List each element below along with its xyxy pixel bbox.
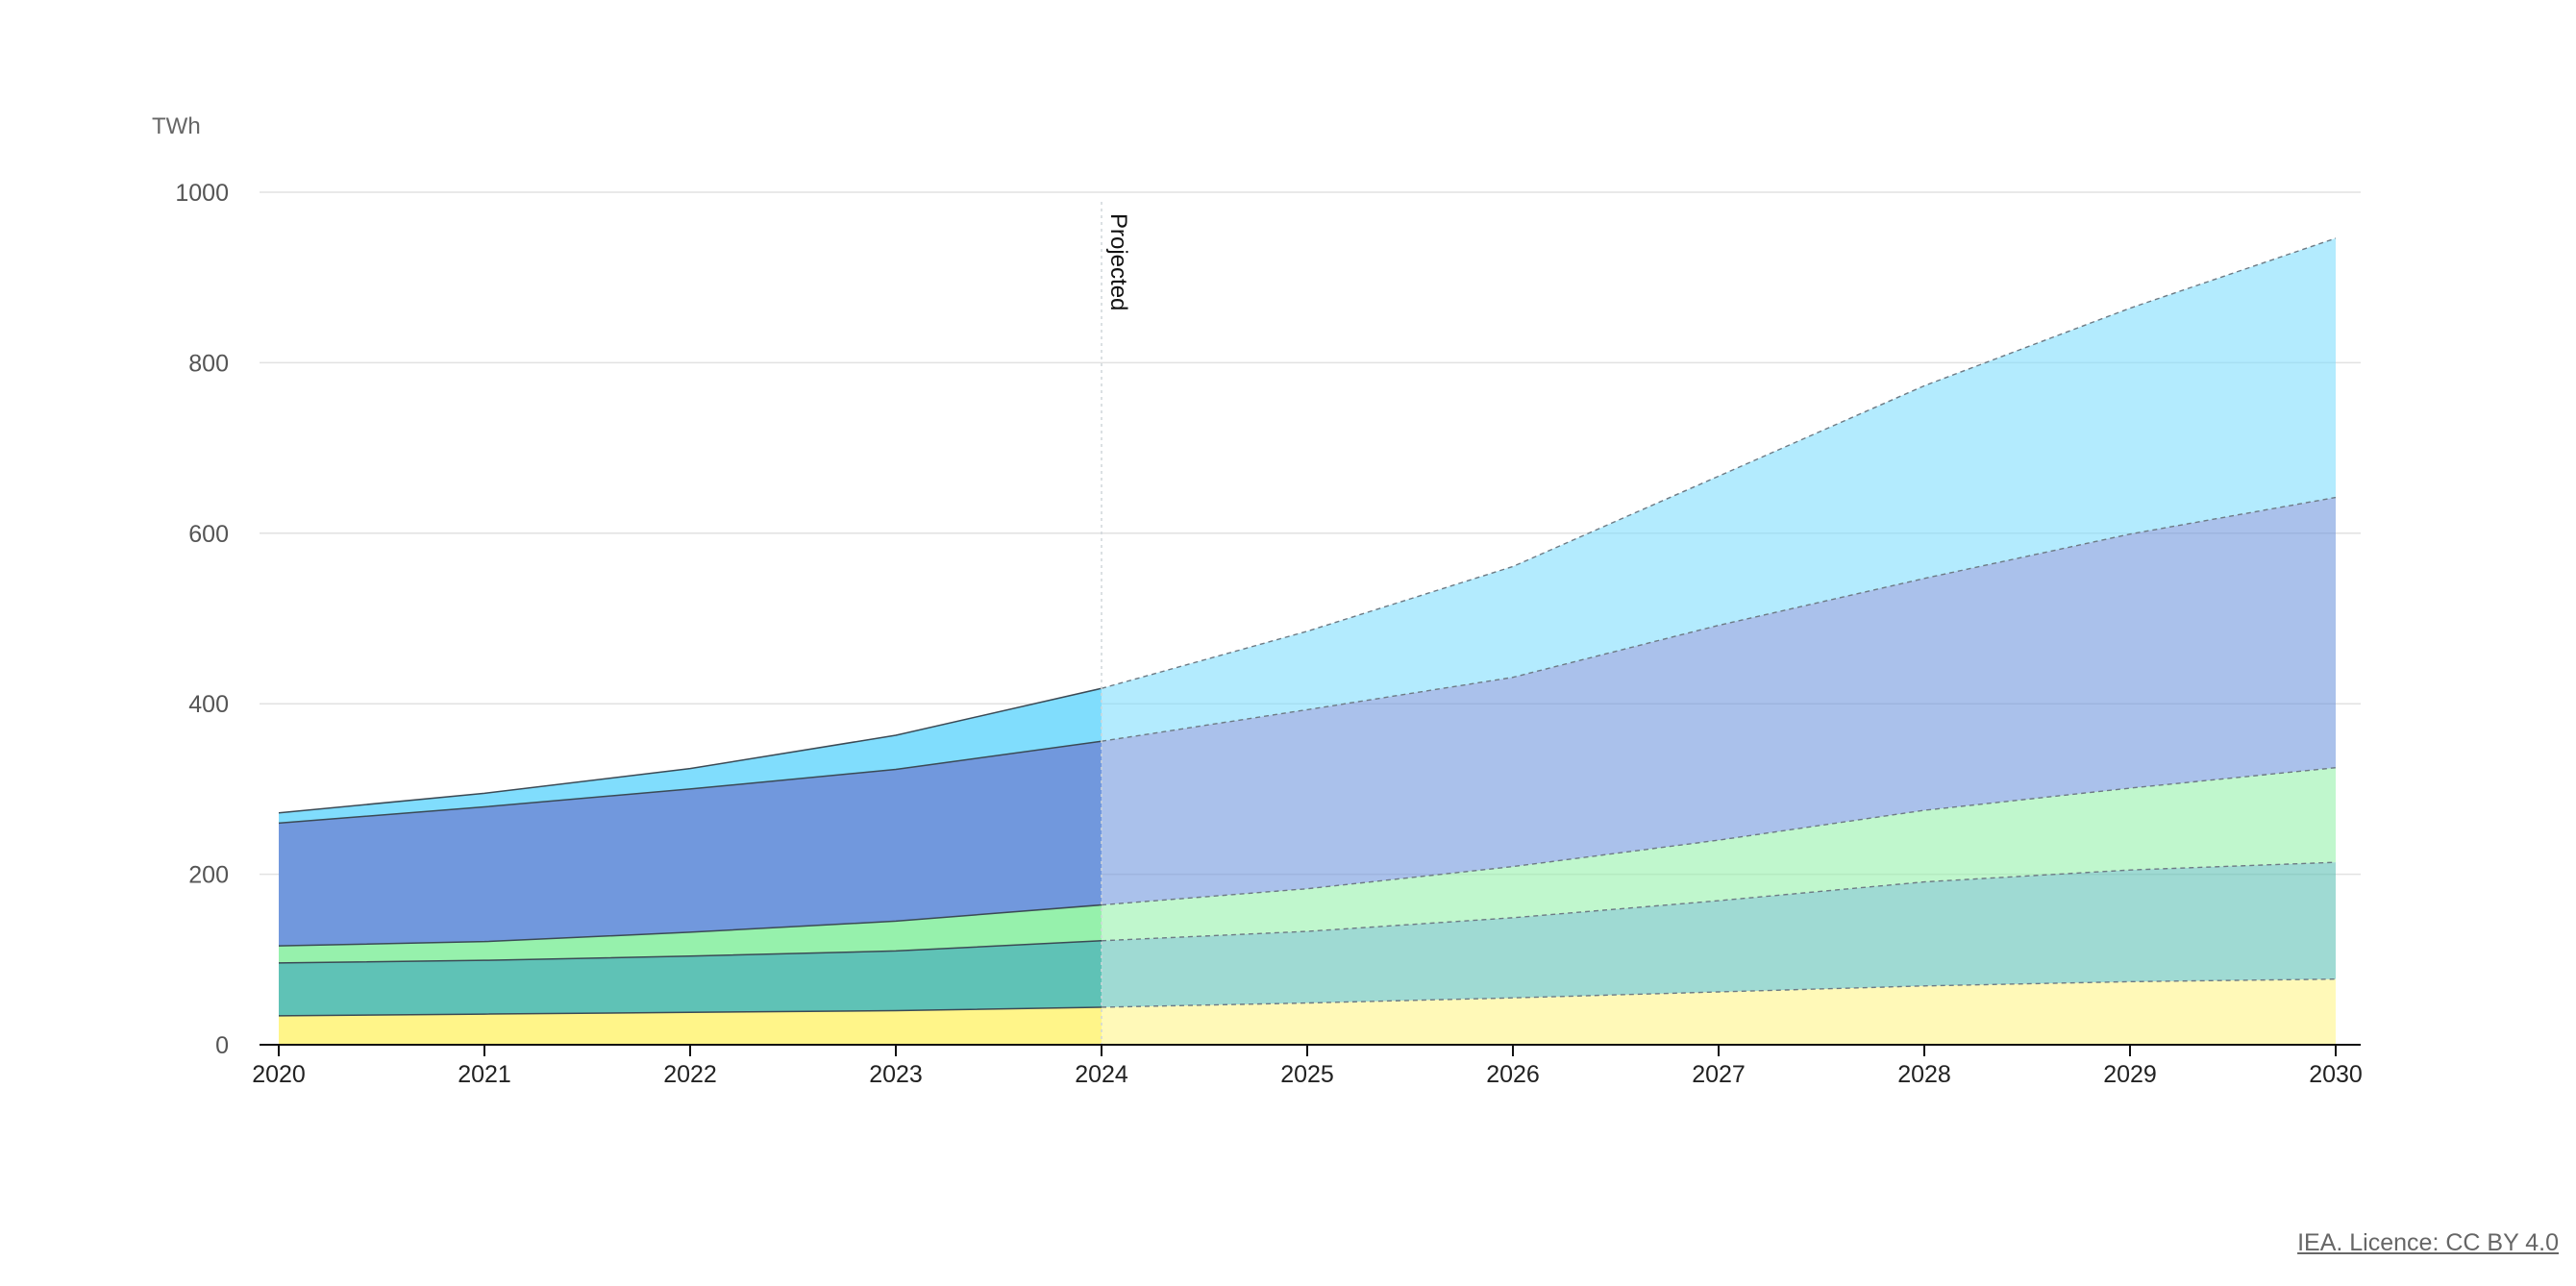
x-tick-label: 2026	[1486, 1061, 1540, 1088]
projection-label: Projected	[1105, 213, 1131, 310]
y-axis-unit-label: TWh	[152, 113, 201, 139]
series-1-historical-area	[279, 940, 1102, 1016]
x-tick-label: 2029	[2103, 1061, 2157, 1088]
licence-link[interactable]: IEA. Licence: CC BY 4.0	[2297, 1229, 2559, 1256]
series-3-historical-area	[279, 741, 1102, 947]
series-3-projected-line	[1101, 496, 2337, 742]
y-tick-label: 400	[188, 691, 229, 718]
series-areas	[278, 237, 2337, 1045]
series-1-projected-area	[1102, 862, 2336, 1007]
series-4-projected-area	[1102, 237, 2336, 742]
x-tick-label: 2020	[252, 1061, 306, 1088]
series-4-historical-line	[278, 687, 1102, 814]
series-1-historical-line	[278, 940, 1102, 964]
projection-marker: Projected	[1101, 202, 1131, 1045]
series-0-historical-line	[278, 1006, 1102, 1017]
x-tick-label: 2023	[869, 1061, 923, 1088]
y-tick-label: 200	[188, 862, 229, 889]
series-0-historical-area	[279, 1006, 1102, 1045]
series-1-projected-line	[1101, 861, 2337, 942]
series-2-projected-area	[1102, 767, 2336, 941]
series-3-projected-area	[1102, 497, 2336, 905]
x-tick-label: 2028	[1897, 1061, 1951, 1088]
y-tick-label: 800	[188, 350, 229, 377]
x-tick-label: 2021	[458, 1061, 511, 1088]
x-tick-label: 2027	[1692, 1061, 1746, 1088]
axes: 0 200 400 600 800 1000 2020 2021 2022 2023 2024 202…	[175, 180, 2362, 1088]
x-tick-label: 2024	[1075, 1061, 1128, 1088]
series-3-historical-line	[278, 740, 1102, 825]
series-2-historical-area	[279, 904, 1102, 963]
x-tick-label: 2030	[2309, 1061, 2363, 1088]
series-2-historical-line	[278, 903, 1102, 947]
y-tick-label: 1000	[175, 180, 229, 207]
series-4-historical-area	[279, 688, 1102, 824]
series-0-projected-area	[1102, 978, 2336, 1045]
y-tick-label: 0	[215, 1032, 229, 1059]
x-tick-label: 2022	[663, 1061, 717, 1088]
x-tick-label: 2025	[1280, 1061, 1334, 1088]
series-0-projected-line	[1101, 978, 2337, 1008]
y-tick-label: 600	[188, 521, 229, 548]
